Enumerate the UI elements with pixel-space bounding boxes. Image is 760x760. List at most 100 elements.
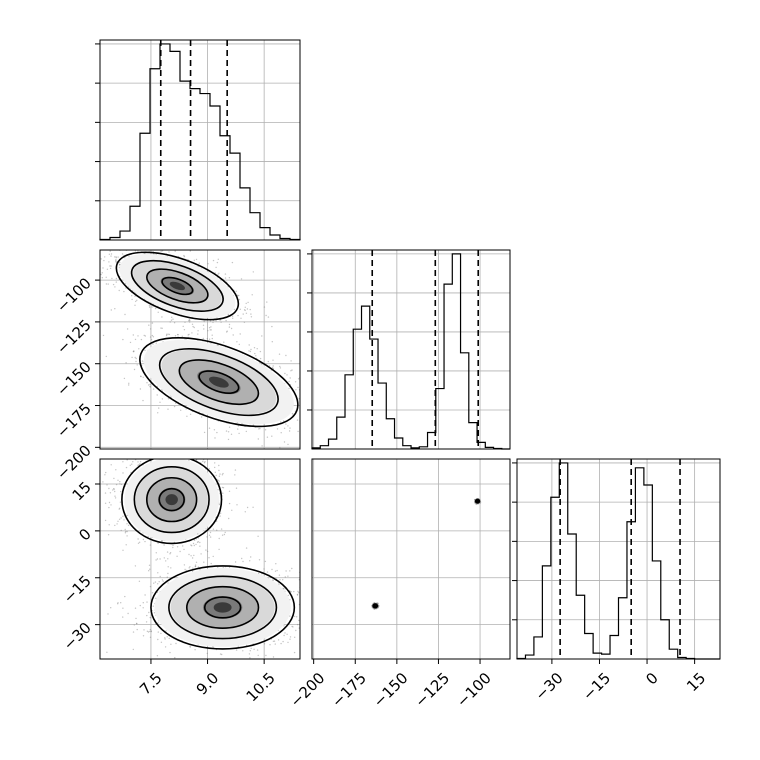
sample-point bbox=[265, 654, 267, 657]
sample-point bbox=[148, 564, 151, 566]
sample-point bbox=[122, 472, 124, 474]
sample-point bbox=[186, 415, 188, 417]
sample-point bbox=[266, 571, 269, 573]
sample-point bbox=[269, 644, 271, 646]
sample-point bbox=[126, 459, 128, 461]
sample-point bbox=[273, 640, 276, 642]
sample-point bbox=[196, 541, 199, 543]
sample-point bbox=[136, 628, 138, 631]
sample-point bbox=[218, 469, 220, 472]
sample-point bbox=[131, 295, 133, 297]
sample-point bbox=[208, 327, 211, 329]
sample-point bbox=[244, 511, 246, 513]
sample-point bbox=[289, 599, 291, 601]
sample-point bbox=[298, 592, 300, 594]
sample-point bbox=[285, 570, 287, 572]
sample-point bbox=[117, 256, 119, 258]
sample-point bbox=[144, 335, 146, 337]
sample-point bbox=[242, 650, 244, 652]
sample-point bbox=[279, 579, 281, 581]
sample-point bbox=[131, 463, 133, 465]
sample-point bbox=[176, 555, 178, 557]
sample-point bbox=[156, 591, 159, 594]
sample-point bbox=[279, 367, 282, 369]
sample-point bbox=[279, 365, 281, 368]
sample-point bbox=[133, 350, 135, 352]
sample-point bbox=[138, 464, 140, 466]
sample-point bbox=[220, 528, 223, 530]
sample-point bbox=[291, 567, 293, 570]
sample-point bbox=[160, 632, 162, 635]
sample-point bbox=[132, 648, 134, 651]
sample-point bbox=[249, 308, 251, 311]
sample-point bbox=[290, 370, 292, 372]
sample-point bbox=[210, 562, 212, 565]
sample-point bbox=[275, 563, 277, 565]
sample-point bbox=[109, 250, 111, 252]
sample-point bbox=[169, 552, 172, 554]
sample-point bbox=[259, 350, 262, 353]
sample-point bbox=[289, 570, 291, 572]
sample-point bbox=[233, 308, 236, 311]
sample-point bbox=[225, 319, 227, 322]
sample-point bbox=[182, 545, 184, 547]
sample-point bbox=[282, 640, 284, 643]
sample-point bbox=[239, 333, 241, 335]
sample-point bbox=[118, 264, 121, 266]
density-fill bbox=[169, 281, 185, 291]
sample-point bbox=[249, 657, 251, 659]
sample-point bbox=[228, 502, 231, 505]
sample-point bbox=[298, 619, 300, 622]
sample-point bbox=[189, 566, 191, 568]
sample-point bbox=[137, 538, 139, 540]
sample-point bbox=[209, 531, 212, 534]
sample-point bbox=[127, 612, 129, 615]
sample-point bbox=[150, 617, 152, 619]
sample-point bbox=[276, 569, 278, 572]
sample-point bbox=[221, 534, 224, 536]
sample-point bbox=[139, 463, 141, 465]
sample-point bbox=[222, 492, 224, 494]
sample-point bbox=[264, 560, 267, 563]
sample-point bbox=[249, 560, 251, 562]
sample-point bbox=[134, 356, 136, 359]
sample-point bbox=[234, 474, 236, 476]
sample-point bbox=[189, 321, 191, 323]
density-fill bbox=[208, 376, 229, 388]
sample-point bbox=[192, 567, 194, 569]
sample-point bbox=[291, 412, 294, 415]
sample-point bbox=[206, 338, 208, 340]
sample-point bbox=[120, 517, 122, 519]
sample-point bbox=[159, 575, 161, 578]
sample-point bbox=[138, 580, 141, 582]
sample-point bbox=[152, 605, 154, 607]
sample-point bbox=[267, 316, 270, 318]
sample-point bbox=[230, 327, 233, 330]
sample-point bbox=[142, 602, 144, 604]
sample-point bbox=[289, 638, 291, 640]
sample-point bbox=[104, 256, 106, 258]
density-contour bbox=[158, 487, 185, 512]
sample-point bbox=[228, 277, 231, 279]
sample-point bbox=[136, 299, 138, 301]
sample-point bbox=[283, 441, 286, 443]
sample-point bbox=[234, 561, 237, 563]
sample-point bbox=[215, 474, 217, 477]
sample-point bbox=[149, 630, 151, 633]
sample-point bbox=[188, 320, 190, 322]
sample-point bbox=[225, 430, 228, 432]
sample-point bbox=[276, 428, 279, 430]
sample-point bbox=[128, 384, 130, 386]
sample-point bbox=[182, 325, 184, 328]
sample-point bbox=[235, 649, 238, 651]
sample-point bbox=[245, 547, 248, 549]
sample-point bbox=[114, 497, 117, 499]
sample-point bbox=[125, 362, 127, 364]
sample-point bbox=[251, 294, 253, 296]
sample-point bbox=[296, 623, 299, 626]
sample-point bbox=[108, 487, 110, 490]
sample-point bbox=[139, 461, 142, 463]
sample-point bbox=[108, 501, 111, 504]
sample-point bbox=[252, 271, 254, 273]
density-contour bbox=[139, 336, 299, 428]
